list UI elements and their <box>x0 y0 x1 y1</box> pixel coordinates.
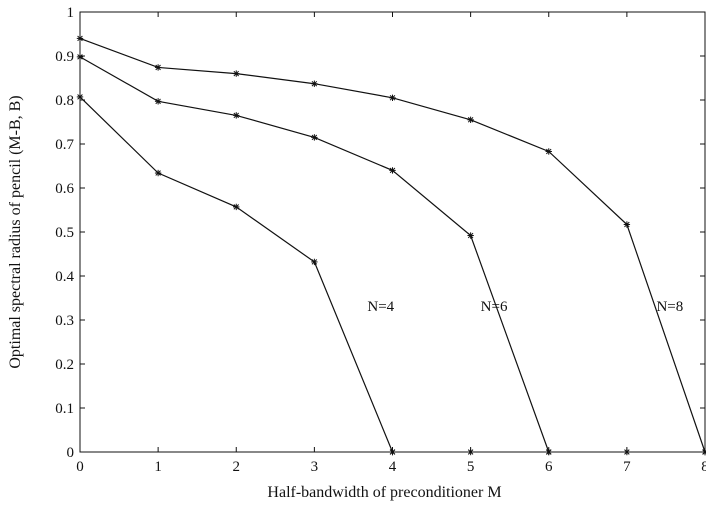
x-tick-label: 4 <box>389 459 397 475</box>
x-axis-label: Half-bandwidth of preconditioner M <box>267 484 501 501</box>
x-tick-label: 6 <box>545 459 553 475</box>
y-tick-label: 0.2 <box>55 357 74 373</box>
ticks-layer: 0 1 2 3 4 5 6 7 8 0 0.1 0.2 0.3 0.4 0.5 0.6 0.7 0.8 0.9 1 <box>55 5 706 475</box>
y-tick-label: 0.4 <box>55 269 74 285</box>
y-tick-label: 0.1 <box>55 401 74 417</box>
y-tick-label: 1 <box>67 5 75 21</box>
x-tick-label: 2 <box>233 459 241 475</box>
series-line-n-6 <box>79 56 550 453</box>
data-point-marker <box>233 112 240 119</box>
y-tick-label: 0.5 <box>55 225 74 241</box>
data-point-marker <box>154 98 162 105</box>
y-tick-label: 0.9 <box>55 49 74 65</box>
x-tick-label: 5 <box>467 459 475 475</box>
data-point-marker <box>467 232 474 239</box>
x-tick-label: 1 <box>154 459 162 475</box>
x-tick-label: 0 <box>76 459 84 475</box>
data-point-marker <box>623 221 631 228</box>
x-tick-label: 3 <box>311 459 319 475</box>
data-point-marker <box>389 167 396 174</box>
data-point-marker <box>233 70 240 77</box>
y-tick-label: 0.7 <box>55 137 74 153</box>
series-label: N=8 <box>656 299 683 315</box>
data-point-marker <box>154 64 162 71</box>
y-tick-label: 0.3 <box>55 313 74 329</box>
data-point-marker <box>311 80 318 87</box>
data-point-marker <box>545 148 552 155</box>
y-axis-label: Optimal spectral radius of pencil (M-B, … <box>7 95 24 368</box>
series-label: N=4 <box>367 299 394 315</box>
data-point-marker <box>389 94 396 101</box>
data-point-marker <box>154 169 162 177</box>
plot-frame <box>79 11 706 453</box>
y-tick-label: 0.6 <box>55 181 74 197</box>
y-tick-label: 0.8 <box>55 93 74 109</box>
data-point-marker <box>467 116 474 123</box>
series-label: N=6 <box>481 299 508 315</box>
x-tick-label: 8 <box>701 459 706 475</box>
data-point-marker <box>311 134 318 141</box>
y-tick-label: 0 <box>67 445 75 461</box>
data-point-marker <box>311 258 318 266</box>
series-layer: N=4 N=6 N=8 <box>76 35 706 456</box>
data-point-marker <box>233 203 240 211</box>
x-tick-label: 7 <box>623 459 631 475</box>
